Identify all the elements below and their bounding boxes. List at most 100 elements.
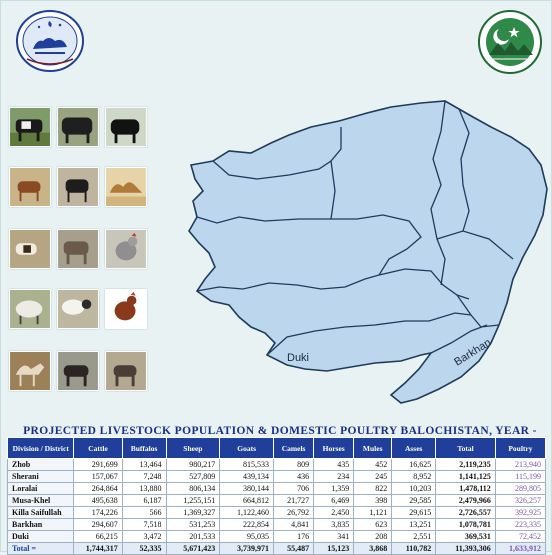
- camels-photo: [105, 167, 147, 207]
- mules-total: 3,868: [353, 542, 393, 555]
- goat-photo: [9, 167, 51, 207]
- poultry-cell: 223,335: [494, 518, 547, 531]
- poultry-total: 1,633,912: [494, 542, 547, 555]
- goats-cell: 439,134: [219, 470, 275, 483]
- horses-cell: 2,450: [313, 506, 355, 519]
- balochistan-government-seal-icon: [478, 10, 542, 74]
- camels-cell: 176: [273, 530, 315, 543]
- sheep-flock-photo: [57, 289, 99, 329]
- poultry-cell: 115,199: [494, 470, 547, 483]
- cattle-cell: 495,638: [73, 494, 123, 507]
- buffalos-cell: 6,187: [121, 494, 167, 507]
- mules-cell: 1,121: [353, 506, 393, 519]
- camel-photo: [9, 351, 51, 391]
- total-cell: 369,531: [435, 530, 496, 543]
- district-name: Sherani: [6, 470, 75, 483]
- buffalo-photo: [57, 107, 99, 147]
- table-row: Killa Saifullah 174,226 566 1,369,327 1,…: [6, 506, 547, 519]
- column-header: Sheep: [165, 437, 221, 459]
- hen-photo: [105, 289, 147, 329]
- mules-cell: 245: [353, 470, 393, 483]
- black-goat-photo: [57, 167, 99, 207]
- sheep-cell: 806,134: [165, 482, 221, 495]
- horses-total: 15,123: [313, 542, 355, 555]
- cattle-cell: 157,067: [73, 470, 123, 483]
- livestock-table: Division / District Cattle Buffalos Shee…: [6, 437, 547, 555]
- mule-photo: [105, 351, 147, 391]
- asses-cell: 13,251: [391, 518, 437, 531]
- camels-cell: 809: [273, 458, 315, 471]
- cattle-cell: 264,864: [73, 482, 123, 495]
- mules-cell: 398: [353, 494, 393, 507]
- map-label-duki: Duki: [287, 352, 309, 364]
- cattle-cell: 66,215: [73, 530, 123, 543]
- total-cell: 1,078,781: [435, 518, 496, 531]
- asses-cell: 10,203: [391, 482, 437, 495]
- horses-cell: 341: [313, 530, 355, 543]
- sheep-photo: [9, 289, 51, 329]
- sheep-cell: 1,369,327: [165, 506, 221, 519]
- buffalos-cell: 7,518: [121, 518, 167, 531]
- poultry-cell: 392,925: [494, 506, 547, 519]
- goats-photo: [9, 229, 51, 269]
- buffalos-cell: 3,472: [121, 530, 167, 543]
- buffalos-cell: 7,248: [121, 470, 167, 483]
- rooster-photo: [105, 229, 147, 269]
- goats-cell: 95,035: [219, 530, 275, 543]
- goats-cell: 815,533: [219, 458, 275, 471]
- goats-cell: 380,144: [219, 482, 275, 495]
- cattle-cell: 174,226: [73, 506, 123, 519]
- horse-photo: [57, 351, 99, 391]
- black-buffalo-photo: [105, 107, 147, 147]
- horses-cell: 1,359: [313, 482, 355, 495]
- sheep-cell: 1,255,151: [165, 494, 221, 507]
- sheep-total: 5,671,423: [165, 542, 221, 555]
- asses-cell: 29,585: [391, 494, 437, 507]
- table-row: Zhob 291,699 13,464 980,217 815,533 809 …: [6, 458, 547, 471]
- buffalos-cell: 13,464: [121, 458, 167, 471]
- table-row: Duki 66,215 3,472 201,533 95,035 176 341…: [6, 530, 547, 543]
- region-outline: [188, 100, 548, 404]
- column-header: Total: [435, 437, 496, 459]
- total-row: Total = 1,744,317 52,335 5,671,423 3,739…: [6, 542, 547, 555]
- horses-cell: 6,469: [313, 494, 355, 507]
- district-name: Duki: [6, 530, 75, 543]
- column-header: Mules: [353, 437, 393, 459]
- total-cell: 2,119,235: [435, 458, 496, 471]
- column-header: Camels: [273, 437, 315, 459]
- column-header: Poultry: [494, 437, 547, 459]
- sheep-cell: 201,533: [165, 530, 221, 543]
- poultry-cell: 213,940: [494, 458, 547, 471]
- sheep-cell: 980,217: [165, 458, 221, 471]
- column-header: Goats: [219, 437, 275, 459]
- poultry-cell: 326,257: [494, 494, 547, 507]
- cattle-total: 1,744,317: [73, 542, 123, 555]
- table-row: Barkhan 294,607 7,518 531,253 222,854 4,…: [6, 518, 547, 531]
- table-row: Loralai 264,864 13,880 806,134 380,144 7…: [6, 482, 547, 495]
- mules-cell: 208: [353, 530, 393, 543]
- column-header: Asses: [391, 437, 437, 459]
- column-header: Cattle: [73, 437, 123, 459]
- camels-cell: 26,792: [273, 506, 315, 519]
- district-name: Barkhan: [6, 518, 75, 531]
- grand-total: 11,393,306: [435, 542, 496, 555]
- donkey-photo: [57, 229, 99, 269]
- goats-cell: 664,812: [219, 494, 275, 507]
- poultry-cell: 72,452: [494, 530, 547, 543]
- total-cell: 1,141,125: [435, 470, 496, 483]
- livestock-department-logo-icon: [16, 10, 84, 72]
- asses-cell: 16,625: [391, 458, 437, 471]
- goats-cell: 222,854: [219, 518, 275, 531]
- sheep-cell: 531,253: [165, 518, 221, 531]
- buffalos-cell: 13,880: [121, 482, 167, 495]
- cattle-cell: 291,699: [73, 458, 123, 471]
- total-cell: 1,478,112: [435, 482, 496, 495]
- table-header-row: Division / District Cattle Buffalos Shee…: [6, 437, 547, 459]
- goats-total: 3,739,971: [219, 542, 275, 555]
- asses-cell: 29,615: [391, 506, 437, 519]
- cattle-cell: 294,607: [73, 518, 123, 531]
- district-map: Duki Barkhan: [188, 100, 548, 404]
- total-cell: 2,726,557: [435, 506, 496, 519]
- asses-cell: 8,952: [391, 470, 437, 483]
- column-header: Buffalos: [121, 437, 167, 459]
